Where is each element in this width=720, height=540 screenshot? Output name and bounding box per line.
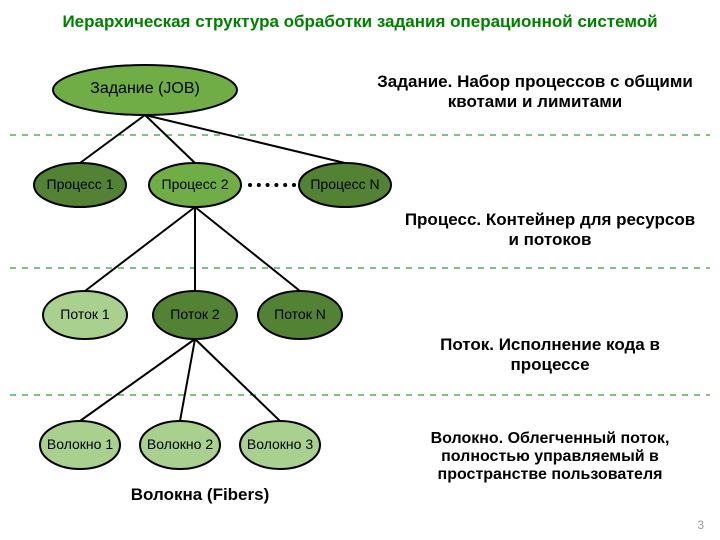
- page-number: 3: [697, 518, 704, 532]
- level-description-3: Волокно. Облегченный поток, полностью уп…: [390, 430, 710, 484]
- level-description-0: Задание. Набор процессов с общими квотам…: [370, 72, 700, 112]
- level-description-2: Поток. Исполнение кода в процессе: [400, 335, 700, 375]
- diagram-stage: Иерархическая структура обработки задани…: [0, 0, 720, 540]
- fibers-group-label: Волокна (Fibers): [100, 485, 300, 505]
- level-description-1: Процесс. Контейнер для ресурсов и потоко…: [400, 210, 700, 250]
